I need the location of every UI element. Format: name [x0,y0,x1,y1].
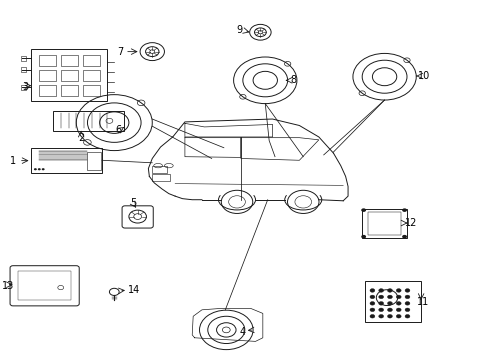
Circle shape [42,168,45,170]
Bar [83,85,99,96]
Bar [21,67,25,72]
Text: 5: 5 [131,198,137,208]
Circle shape [388,315,392,318]
Circle shape [396,315,401,318]
Circle shape [396,289,401,292]
Bar [152,166,168,173]
Circle shape [379,302,384,305]
Bar [39,55,56,66]
Circle shape [388,295,392,299]
Circle shape [370,289,375,292]
Bar [21,55,25,60]
Text: 3: 3 [23,82,29,92]
Text: 7: 7 [117,46,123,57]
Circle shape [402,235,407,238]
Text: 9: 9 [236,25,243,35]
Bar [61,70,78,81]
Bar [61,85,78,96]
Text: 13: 13 [2,281,14,291]
Text: 11: 11 [416,297,429,307]
Bar [83,70,99,81]
Circle shape [396,295,401,299]
Circle shape [370,308,375,312]
Circle shape [370,295,375,299]
Circle shape [361,208,366,212]
Circle shape [405,308,410,312]
Circle shape [379,289,384,292]
Circle shape [38,168,41,170]
Bar [21,85,25,90]
Text: 4: 4 [240,327,246,337]
Text: 14: 14 [127,285,140,295]
Circle shape [379,315,384,318]
Circle shape [361,235,366,238]
Circle shape [405,289,410,292]
Bar [18,271,72,300]
Bar [61,55,78,66]
Circle shape [388,289,392,292]
Circle shape [370,315,375,318]
Bar [83,55,99,66]
Circle shape [396,302,401,305]
Bar [88,152,101,170]
Bar [152,174,171,181]
Circle shape [379,308,384,312]
Circle shape [388,302,392,305]
Text: 2: 2 [78,133,84,143]
Circle shape [405,302,410,305]
Circle shape [379,295,384,299]
Circle shape [405,315,410,318]
Text: 8: 8 [291,75,297,85]
Circle shape [402,208,407,212]
Circle shape [34,168,37,170]
Bar [39,85,56,96]
Text: 10: 10 [418,71,430,81]
Bar [368,212,401,234]
Circle shape [396,308,401,312]
Bar [39,70,56,81]
Circle shape [388,308,392,312]
Text: 6: 6 [115,125,121,135]
Text: 1: 1 [10,156,16,166]
Circle shape [405,295,410,299]
Circle shape [370,302,375,305]
Text: 12: 12 [405,218,417,228]
